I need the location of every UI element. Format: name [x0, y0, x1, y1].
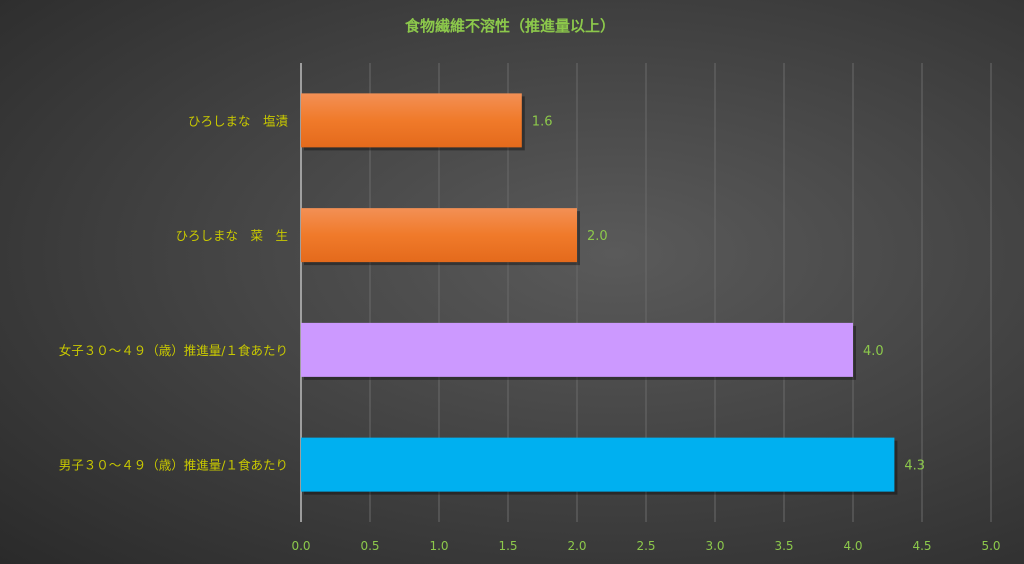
data-label: 4.0	[863, 344, 884, 359]
chart-title: 食物繊維不溶性（推進量以上）	[405, 17, 615, 35]
bar	[301, 322, 853, 377]
category-label: ひろしまな 塩漬	[188, 113, 289, 128]
data-label: 2.0	[587, 229, 608, 244]
category-label: ひろしまな 菜 生	[175, 228, 288, 243]
bar	[301, 93, 522, 148]
x-tick-label: 1.0	[429, 539, 448, 553]
x-tick-label: 1.5	[498, 539, 517, 553]
category-label: 男子３０～４９（歳）推進量/１食あたり	[59, 458, 288, 473]
bar	[301, 208, 577, 263]
x-tick-label: 2.0	[567, 539, 586, 553]
bar	[301, 437, 895, 492]
x-tick-label: 4.5	[912, 539, 931, 553]
data-label: 4.3	[904, 459, 925, 474]
x-tick-label: 3.0	[705, 539, 724, 553]
category-label: 女子３０～４９（歳）推進量/１食あたり	[59, 343, 288, 358]
x-tick-label: 0.0	[291, 539, 310, 553]
x-tick-label: 3.5	[774, 539, 793, 553]
x-tick-label: 4.0	[843, 539, 862, 553]
data-label: 1.6	[532, 114, 553, 129]
x-tick-label: 0.5	[360, 539, 379, 553]
x-tick-label: 5.0	[981, 539, 1000, 553]
x-tick-label: 2.5	[636, 539, 655, 553]
